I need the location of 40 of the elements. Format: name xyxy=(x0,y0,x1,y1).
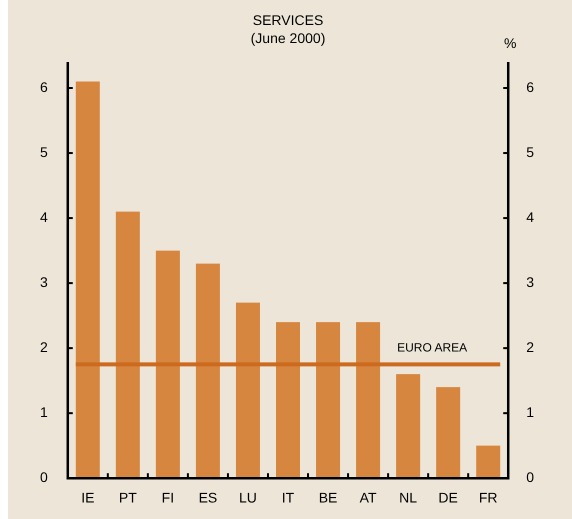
bar xyxy=(396,374,420,478)
bar xyxy=(436,387,460,478)
y2-tick-label: 2 xyxy=(526,338,534,355)
x-tick-label: FI xyxy=(162,489,174,506)
bar xyxy=(116,212,140,478)
y2-tick-label: 4 xyxy=(526,208,534,225)
x-tick-label: NL xyxy=(399,489,418,506)
x-tick-label: ES xyxy=(198,489,218,506)
x-tick-label: LU xyxy=(239,489,257,506)
chart-subtitle: (June 2000) xyxy=(250,30,326,46)
y-tick-label: 5 xyxy=(40,144,48,160)
x-tick-label: IT xyxy=(282,489,295,506)
x-tick-label: PT xyxy=(118,489,138,506)
x-tick-label: DE xyxy=(438,489,458,506)
x-tick-label: FR xyxy=(478,489,498,506)
y-tick-label: 3 xyxy=(40,274,48,290)
bar xyxy=(476,446,500,478)
ref-line-label: EURO AREA xyxy=(397,340,468,355)
y2-tick-label: 3 xyxy=(526,274,534,290)
y2-axis-title: % xyxy=(504,35,516,51)
y-tick-label: 1 xyxy=(40,404,48,420)
x-tick-label: IE xyxy=(81,489,94,506)
x-tick-label: BE xyxy=(318,489,338,506)
bar xyxy=(276,322,300,478)
y2-tick-label: 0 xyxy=(526,469,534,486)
y-tick-label: 0 xyxy=(40,469,48,486)
bar xyxy=(316,322,340,478)
y-tick-label: 2 xyxy=(40,338,48,355)
y2-tick-label: 1 xyxy=(526,404,534,420)
chart-title: SERVICES xyxy=(252,12,324,28)
bar xyxy=(236,302,260,478)
bar xyxy=(76,82,100,478)
y2-tick-label: 5 xyxy=(526,144,534,160)
bar xyxy=(356,322,380,478)
bar xyxy=(156,250,180,478)
y2-tick-label: 6 xyxy=(526,78,534,95)
bar xyxy=(196,264,220,478)
y-tick-label: 6 xyxy=(40,78,48,95)
y-tick-label: 4 xyxy=(40,208,48,225)
x-tick-label: AT xyxy=(360,489,377,506)
